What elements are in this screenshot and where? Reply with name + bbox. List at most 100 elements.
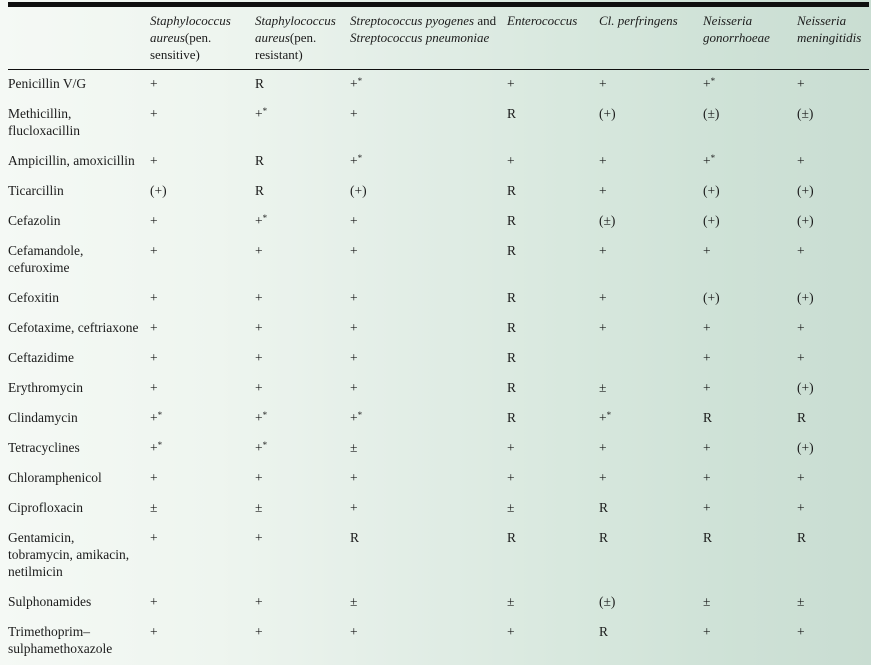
- table-row: Gentamicin, tobramycin, amikacin, netilm…: [8, 524, 869, 588]
- susceptibility-cell: ±: [599, 374, 703, 404]
- susceptibility-cell: R: [255, 177, 350, 207]
- column-header-neisseria-meningitidis: Neisseria meningitidis: [797, 10, 869, 70]
- susceptibility-cell: +: [150, 100, 255, 147]
- susceptibility-cell: +: [350, 314, 507, 344]
- susceptibility-cell: +: [703, 434, 797, 464]
- susceptibility-cell: (±): [599, 588, 703, 618]
- antibiotic-name: Ticarcillin: [8, 177, 150, 207]
- organism-qualifier: and: [474, 13, 496, 28]
- table-top-rule: [8, 2, 869, 7]
- table-row: Trimethoprim–sulphamethoxazole++++R++: [8, 618, 869, 665]
- susceptibility-cell: +: [255, 588, 350, 618]
- susceptibility-cell: +: [599, 177, 703, 207]
- header-row: Staphylococcus aureus(pen. sensitive)Sta…: [8, 10, 869, 70]
- susceptibility-cell: +: [255, 464, 350, 494]
- susceptibility-cell: +: [507, 464, 599, 494]
- susceptibility-cell: R: [507, 314, 599, 344]
- susceptibility-cell: (+): [797, 374, 869, 404]
- susceptibility-cell: ±: [255, 494, 350, 524]
- asterisk-note: *: [358, 153, 363, 163]
- susceptibility-cell: +: [150, 207, 255, 237]
- susceptibility-cell: +: [150, 524, 255, 588]
- susceptibility-cell: +: [150, 284, 255, 314]
- susceptibility-cell: +: [703, 464, 797, 494]
- susceptibility-cell: +*: [150, 434, 255, 464]
- column-header-staph-aureus-pen-resistant: Staphylococcus aureus(pen. resistant): [255, 10, 350, 70]
- susceptibility-cell: +*: [703, 70, 797, 101]
- table-body: Penicillin V/G+R+*+++*+Methicillin, fluc…: [8, 70, 869, 665]
- susceptibility-cell: +*: [255, 207, 350, 237]
- organism-name: Cl. perfringens: [599, 13, 678, 28]
- antibiotic-name: Tetracyclines: [8, 434, 150, 464]
- antibiotic-name: Ampicillin, amoxicillin: [8, 147, 150, 177]
- susceptibility-cell: R: [507, 344, 599, 374]
- susceptibility-cell: R: [797, 524, 869, 588]
- asterisk-note: *: [358, 76, 363, 86]
- susceptibility-cell: +: [507, 147, 599, 177]
- susceptibility-cell: +*: [150, 404, 255, 434]
- susceptibility-cell: +: [150, 237, 255, 284]
- antibiotic-name: Methicillin, flucloxacillin: [8, 100, 150, 147]
- susceptibility-cell: +: [507, 618, 599, 665]
- susceptibility-cell: +: [797, 314, 869, 344]
- antibiotic-name: Gentamicin, tobramycin, amikacin, netilm…: [8, 524, 150, 588]
- susceptibility-cell: (+): [703, 177, 797, 207]
- table-row: Tetracyclines+*+*±+++(+): [8, 434, 869, 464]
- susceptibility-cell: (+): [797, 177, 869, 207]
- susceptibility-cell: +: [350, 494, 507, 524]
- antibiotic-name: Clindamycin: [8, 404, 150, 434]
- susceptibility-cell: (+): [599, 100, 703, 147]
- susceptibility-cell: +: [350, 284, 507, 314]
- susceptibility-cell: ±: [350, 434, 507, 464]
- susceptibility-cell: (+): [797, 207, 869, 237]
- asterisk-note: *: [158, 440, 163, 450]
- table-row: Ampicillin, amoxicillin+R+*+++*+: [8, 147, 869, 177]
- susceptibility-cell: R: [703, 524, 797, 588]
- susceptibility-cell: +: [797, 344, 869, 374]
- susceptibility-cell: +: [350, 100, 507, 147]
- susceptibility-cell: +: [703, 237, 797, 284]
- susceptibility-cell: +: [150, 314, 255, 344]
- organism-name: Enterococcus: [507, 13, 577, 28]
- susceptibility-cell: +: [797, 618, 869, 665]
- table-row: Cefotaxime, ceftriaxone+++R+++: [8, 314, 869, 344]
- susceptibility-cell: R: [255, 147, 350, 177]
- susceptibility-cell: +*: [255, 434, 350, 464]
- asterisk-note: *: [263, 410, 268, 420]
- susceptibility-cell: +: [350, 374, 507, 404]
- susceptibility-cell: +: [350, 618, 507, 665]
- susceptibility-cell: R: [507, 100, 599, 147]
- column-header-cl-perfringens: Cl. perfringens: [599, 10, 703, 70]
- susceptibility-cell: R: [703, 404, 797, 434]
- column-header-enterococcus: Enterococcus: [507, 10, 599, 70]
- organism-name: Neisseria gonorrhoeae: [703, 13, 770, 45]
- corner-cell: [8, 10, 150, 70]
- susceptibility-cell: +: [797, 237, 869, 284]
- susceptibility-cell: +: [350, 464, 507, 494]
- susceptibility-cell: ±: [350, 588, 507, 618]
- asterisk-note: *: [263, 213, 268, 223]
- asterisk-note: *: [263, 106, 268, 116]
- susceptibility-cell: +: [150, 618, 255, 665]
- page-background: { "colors": { "rule": "#0f0f0f", "text":…: [0, 0, 871, 620]
- susceptibility-cell: +: [599, 237, 703, 284]
- susceptibility-cell: +: [599, 464, 703, 494]
- antibiotic-name: Cefamandole, cefuroxime: [8, 237, 150, 284]
- organism-name: Streptococcus pyogenes: [350, 13, 474, 28]
- susceptibility-cell: +: [703, 374, 797, 404]
- susceptibility-cell: +: [150, 464, 255, 494]
- antibiotic-name: Sulphonamides: [8, 588, 150, 618]
- table-row: Ticarcillin(+)R(+)R+(+)(+): [8, 177, 869, 207]
- susceptibility-cell: R: [599, 618, 703, 665]
- column-header-staph-aureus-pen-sensitive: Staphylococcus aureus(pen. sensitive): [150, 10, 255, 70]
- susceptibility-cell: R: [797, 404, 869, 434]
- susceptibility-cell: +: [350, 344, 507, 374]
- susceptibility-cell: (±): [703, 100, 797, 147]
- susceptibility-cell: +*: [599, 404, 703, 434]
- table-row: Sulphonamides++±±(±)±±: [8, 588, 869, 618]
- susceptibility-cell: +: [599, 434, 703, 464]
- susceptibility-cell: R: [507, 374, 599, 404]
- susceptibility-cell: (±): [797, 100, 869, 147]
